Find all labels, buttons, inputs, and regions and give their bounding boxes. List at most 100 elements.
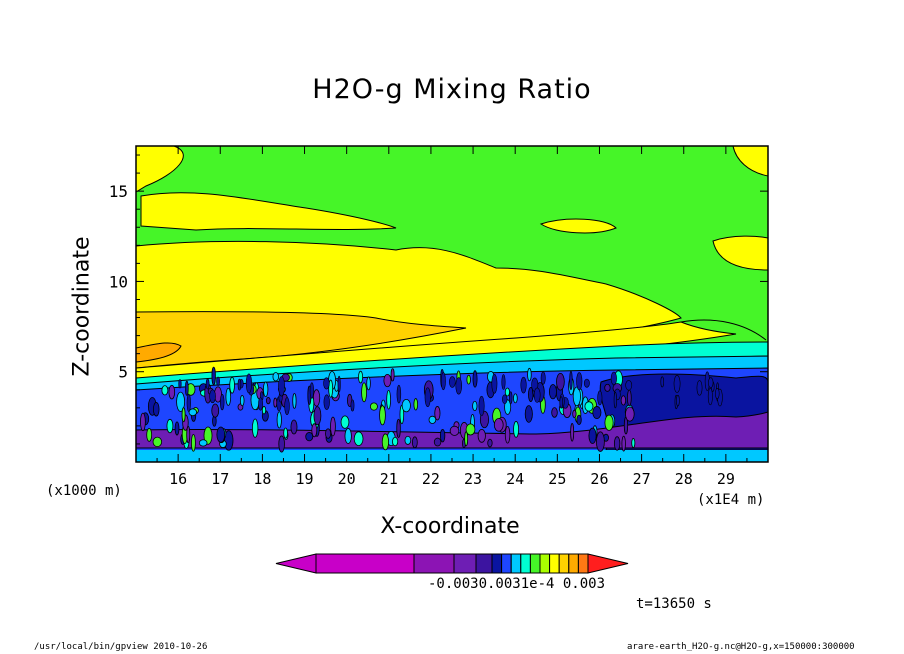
turbulence-spot bbox=[190, 434, 196, 452]
turbulence-spot bbox=[696, 380, 703, 396]
turbulence-spot bbox=[434, 406, 441, 421]
x-axis-ticks: 16 17 18 19 20 21 22 23 24 25 26 27 28 29 bbox=[156, 146, 748, 488]
turbulence-spot bbox=[551, 407, 558, 418]
field-green-right bbox=[680, 319, 767, 341]
turbulence-spot bbox=[251, 418, 259, 438]
turbulence-spot bbox=[328, 379, 334, 398]
turbulence-spot bbox=[361, 382, 368, 403]
colorbar-segment bbox=[510, 553, 522, 574]
turbulence-spot bbox=[411, 436, 418, 449]
turbulence-spot bbox=[478, 395, 485, 417]
turbulence-spot bbox=[673, 375, 681, 393]
turbulence-spot bbox=[513, 421, 520, 438]
plot-area bbox=[135, 145, 769, 463]
turbulence-spot bbox=[413, 398, 419, 411]
turbulence-spot bbox=[209, 389, 216, 404]
y-tick-label: 5 bbox=[118, 363, 128, 382]
turbulence-spot bbox=[625, 380, 633, 391]
turbulence-spot bbox=[283, 427, 288, 439]
colorbar-segment bbox=[413, 553, 455, 574]
turbulence-spot bbox=[620, 395, 627, 406]
turbulence-spot bbox=[186, 426, 191, 444]
turbulence-spot bbox=[146, 427, 153, 442]
turbulence-spot bbox=[597, 390, 603, 406]
turbulence-spot bbox=[258, 397, 263, 411]
turbulence-spot bbox=[325, 428, 332, 439]
turbulence-spot bbox=[455, 377, 462, 395]
colorbar-segment bbox=[577, 553, 589, 574]
turbulence-spot bbox=[330, 416, 336, 437]
turbulence-spot bbox=[493, 418, 504, 432]
turbulence-spot bbox=[613, 436, 621, 451]
turbulence-spot bbox=[527, 367, 532, 382]
turbulence-spot bbox=[604, 414, 614, 431]
turbulence-spot bbox=[588, 427, 597, 444]
time-label: t=13650 s bbox=[636, 596, 712, 612]
turbulence-spot bbox=[337, 375, 341, 393]
turbulence-spot bbox=[186, 394, 191, 412]
turbulence-spot bbox=[491, 373, 498, 394]
turbulence-spot bbox=[396, 418, 401, 438]
turbulence-spot bbox=[676, 394, 680, 407]
turbulence-spot bbox=[502, 394, 508, 404]
turbulence-spot bbox=[583, 378, 590, 388]
turbulence-spot bbox=[433, 437, 442, 447]
turbulence-spot bbox=[178, 379, 182, 389]
turbulence-spot bbox=[350, 399, 355, 412]
turbulence-spot bbox=[596, 431, 605, 452]
colorbar-segment bbox=[529, 553, 541, 574]
turbulence-spot bbox=[520, 376, 527, 394]
turbulence-spot bbox=[262, 381, 269, 398]
footer-source: arare-earth_H2O-g.nc@H2O-g,x=150000:3000… bbox=[627, 642, 855, 652]
turbulence-spot bbox=[203, 426, 213, 445]
x-tick-label: 29 bbox=[717, 470, 735, 488]
turbulence-spot bbox=[379, 405, 386, 426]
x-tick-label: 28 bbox=[675, 470, 693, 488]
colorbar bbox=[275, 553, 629, 574]
colorbar-segment bbox=[568, 553, 579, 574]
turbulence-spot bbox=[381, 433, 390, 451]
turbulence-spot bbox=[621, 435, 626, 452]
turbulence-spot bbox=[533, 387, 541, 403]
turbulence-spot bbox=[185, 380, 189, 396]
turbulence-spot bbox=[290, 419, 298, 435]
turbulence-spot bbox=[504, 387, 510, 397]
turbulence-spot bbox=[272, 372, 279, 382]
y-tick-label: 15 bbox=[109, 182, 128, 201]
turbulence-spot bbox=[477, 429, 486, 443]
turbulence-spot bbox=[211, 366, 216, 386]
turbulence-spot bbox=[181, 407, 186, 423]
turbulence-spot bbox=[278, 435, 285, 453]
turbulence-spot bbox=[220, 393, 225, 411]
x-tick-label: 22 bbox=[422, 470, 440, 488]
turbulence-spot bbox=[513, 393, 518, 404]
turbulence-spots bbox=[140, 366, 723, 453]
chart-title: H2O-g Mixing Ratio bbox=[312, 74, 592, 105]
turbulence-spot bbox=[161, 385, 169, 396]
y-axis-ticks: 5 10 15 bbox=[109, 154, 768, 445]
colorbar-min-arrow bbox=[275, 553, 317, 574]
turbulence-spot bbox=[383, 373, 392, 388]
turbulence-spot bbox=[140, 412, 146, 432]
colorbar-segment bbox=[520, 553, 531, 574]
footer-command: /usr/local/bin/gpview 2010-10-26 bbox=[34, 642, 208, 652]
turbulence-spot bbox=[166, 418, 174, 434]
x-tick-label: 21 bbox=[380, 470, 398, 488]
turbulence-spot bbox=[261, 405, 267, 415]
turbulence-spot bbox=[449, 376, 456, 388]
turbulence-spot bbox=[428, 415, 437, 424]
colorbar-segment bbox=[558, 553, 570, 574]
turbulence-spot bbox=[340, 415, 350, 429]
turbulence-spot bbox=[312, 389, 321, 407]
turbulence-spot bbox=[464, 431, 469, 447]
turbulence-spot bbox=[472, 370, 478, 388]
turbulence-spot bbox=[323, 377, 330, 390]
turbulence-spot bbox=[584, 401, 594, 412]
turbulence-spot bbox=[401, 398, 411, 413]
y-axis-label: Z-coordinate bbox=[69, 236, 95, 377]
turbulence-spot bbox=[396, 384, 402, 404]
x-tick-label: 18 bbox=[253, 470, 271, 488]
turbulence-spot bbox=[305, 432, 314, 442]
turbulence-spot bbox=[225, 387, 232, 406]
